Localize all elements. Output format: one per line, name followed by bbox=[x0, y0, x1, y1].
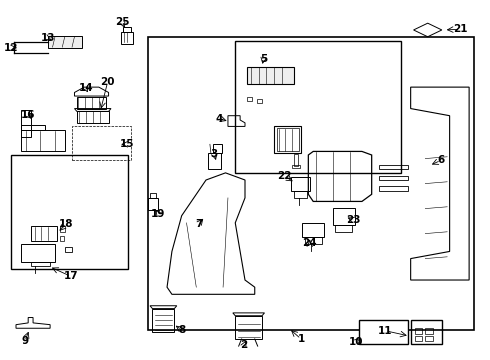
Text: 2: 2 bbox=[241, 340, 247, 350]
Text: 20: 20 bbox=[100, 77, 115, 87]
Bar bbox=[235, 316, 262, 339]
Text: 14: 14 bbox=[78, 83, 93, 93]
Bar bbox=[60, 236, 64, 241]
Bar bbox=[152, 309, 174, 332]
Bar bbox=[291, 177, 310, 191]
Bar bbox=[150, 193, 156, 198]
Bar bbox=[335, 225, 352, 232]
Text: 11: 11 bbox=[378, 326, 392, 336]
Text: 3: 3 bbox=[211, 149, 218, 159]
Text: 25: 25 bbox=[115, 17, 129, 27]
Bar bbox=[379, 186, 408, 191]
Bar bbox=[360, 320, 408, 343]
Text: 7: 7 bbox=[196, 219, 203, 229]
Bar bbox=[121, 32, 133, 44]
Text: 4: 4 bbox=[216, 113, 223, 123]
Bar bbox=[257, 99, 262, 103]
Text: 17: 17 bbox=[64, 271, 78, 282]
Bar bbox=[21, 244, 55, 262]
Bar bbox=[11, 155, 128, 269]
Bar bbox=[305, 237, 322, 244]
Bar bbox=[379, 165, 408, 169]
Bar bbox=[277, 128, 298, 152]
Text: 9: 9 bbox=[21, 337, 28, 346]
Text: 5: 5 bbox=[260, 54, 267, 64]
Bar bbox=[415, 336, 422, 342]
Text: 1: 1 bbox=[297, 334, 305, 344]
Bar bbox=[415, 328, 422, 334]
Text: 12: 12 bbox=[4, 43, 19, 53]
Bar bbox=[30, 226, 57, 241]
Bar bbox=[72, 126, 130, 160]
Text: 23: 23 bbox=[346, 215, 361, 225]
Bar bbox=[292, 165, 299, 168]
Bar bbox=[379, 176, 408, 180]
Bar bbox=[123, 27, 130, 32]
Bar bbox=[213, 144, 222, 153]
Text: 21: 21 bbox=[453, 24, 467, 34]
Bar bbox=[235, 41, 401, 173]
Text: 19: 19 bbox=[151, 208, 166, 219]
Text: 6: 6 bbox=[437, 156, 444, 165]
Text: 16: 16 bbox=[21, 110, 35, 120]
Text: 10: 10 bbox=[349, 337, 364, 347]
Text: 8: 8 bbox=[178, 325, 185, 335]
Text: 18: 18 bbox=[59, 219, 74, 229]
Bar bbox=[425, 336, 433, 342]
Text: 22: 22 bbox=[277, 171, 291, 181]
Bar bbox=[60, 226, 65, 232]
Bar bbox=[147, 198, 158, 210]
Bar bbox=[333, 207, 355, 225]
Bar bbox=[274, 126, 301, 153]
Bar bbox=[247, 97, 252, 102]
Bar bbox=[294, 154, 297, 166]
Bar bbox=[294, 191, 307, 198]
Bar bbox=[147, 37, 474, 330]
Bar bbox=[48, 36, 82, 48]
Text: 15: 15 bbox=[120, 139, 134, 149]
Text: 24: 24 bbox=[302, 238, 317, 248]
Bar bbox=[411, 320, 442, 343]
Bar bbox=[302, 223, 324, 237]
Bar bbox=[247, 67, 294, 84]
Text: 13: 13 bbox=[40, 33, 55, 43]
Bar bbox=[30, 262, 50, 266]
Bar bbox=[208, 153, 220, 169]
Bar bbox=[425, 328, 433, 334]
Bar bbox=[77, 111, 109, 123]
Bar bbox=[77, 97, 106, 109]
